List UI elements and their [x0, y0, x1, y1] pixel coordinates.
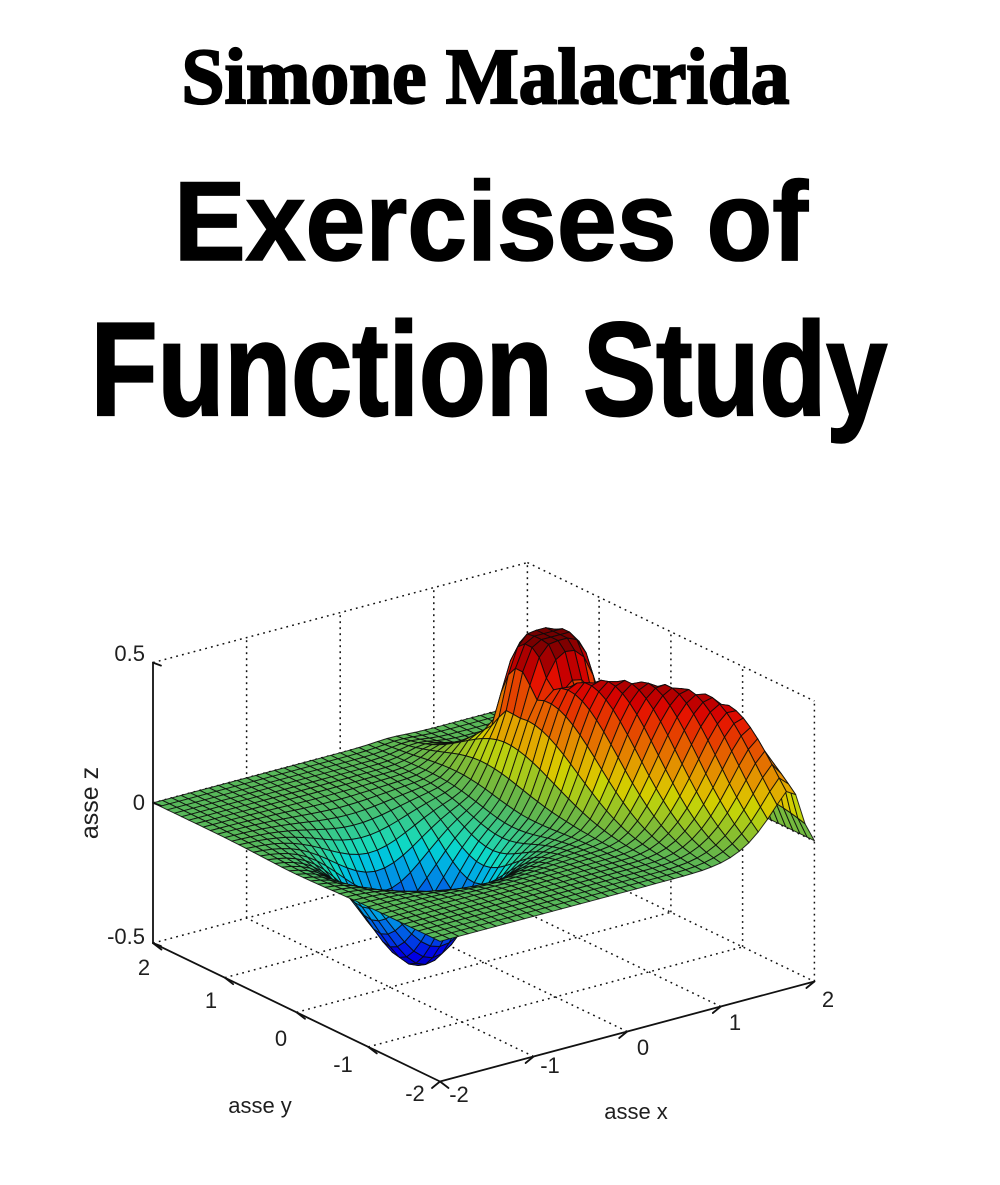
- svg-text:-0.5: -0.5: [107, 924, 145, 949]
- svg-text:2: 2: [822, 987, 834, 1012]
- svg-text:asse x: asse x: [604, 1099, 668, 1124]
- svg-text:-2: -2: [449, 1082, 469, 1107]
- svg-text:0: 0: [637, 1035, 649, 1060]
- svg-text:1: 1: [205, 988, 217, 1013]
- svg-text:-1: -1: [333, 1052, 353, 1077]
- svg-text:asse y: asse y: [228, 1093, 292, 1118]
- svg-text:asse z: asse z: [76, 767, 104, 839]
- svg-text:2: 2: [138, 955, 150, 980]
- svg-text:0: 0: [275, 1026, 287, 1051]
- svg-text:0: 0: [133, 790, 145, 815]
- svg-text:1: 1: [729, 1010, 741, 1035]
- svg-text:0.5: 0.5: [114, 641, 145, 666]
- svg-text:-2: -2: [405, 1081, 425, 1106]
- svg-text:-1: -1: [540, 1053, 560, 1078]
